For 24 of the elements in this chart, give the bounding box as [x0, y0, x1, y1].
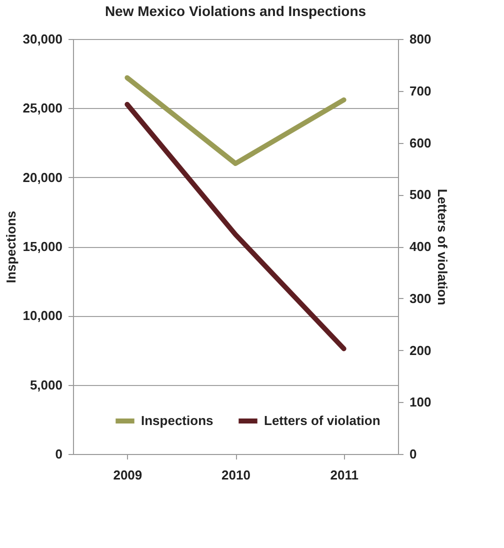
y2-tick-label: 700 [410, 83, 432, 98]
y-tick-label: 25,000 [22, 100, 62, 116]
y2-tick-label: 100 [410, 394, 432, 410]
y-tick-label: 5,000 [30, 377, 62, 392]
y2-tick-label: 600 [410, 135, 432, 150]
y2-tick-label: 500 [410, 187, 432, 202]
y-tick-label: 0 [55, 446, 62, 462]
y2-tick-label: 800 [410, 32, 432, 46]
x-tick-label: 2009 [113, 468, 142, 482]
y2-tick-label: 400 [410, 239, 432, 254]
y-axis-title: Inspections [4, 210, 19, 284]
x-tick-label: 2011 [330, 468, 358, 482]
y-tick-label: 30,000 [22, 32, 62, 46]
x-tick-label: 2010 [222, 468, 250, 482]
y-tick-label: 10,000 [22, 308, 62, 324]
y2-tick-label: 300 [410, 290, 432, 306]
y-tick-label: 15,000 [22, 239, 62, 254]
legend-label: Letters of violation [264, 413, 380, 428]
y2-tick-label: 200 [410, 342, 432, 358]
y2-axis-title: Letters of violation [435, 188, 450, 306]
chart-title: New Mexico Violations and Inspections [104, 3, 366, 19]
legend-label: Inspections [141, 413, 214, 428]
y2-tick-label: 0 [410, 446, 417, 462]
y-tick-label: 20,000 [22, 170, 62, 185]
